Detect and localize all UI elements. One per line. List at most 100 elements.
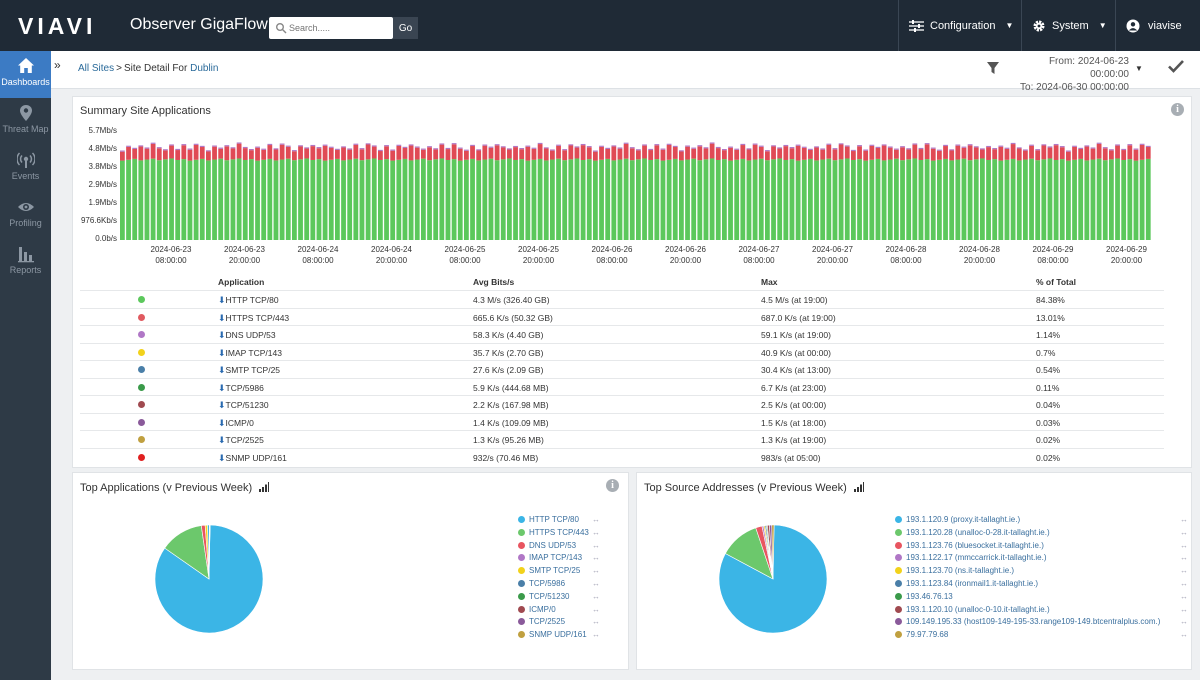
bar-segment[interactable] [697,160,703,240]
bar-segment[interactable] [734,159,740,240]
bar-segment[interactable] [1010,142,1016,145]
bar-segment[interactable] [365,143,371,145]
bar-segment[interactable] [838,143,844,145]
bar-segment[interactable] [605,147,611,149]
bar-segment[interactable] [1078,147,1084,149]
bar-segment[interactable] [328,146,334,148]
bar-segment[interactable] [826,144,832,159]
bar-segment[interactable] [396,159,402,240]
drilldown-arrow-icon[interactable]: ⬇ [218,400,226,410]
bar-segment[interactable] [1139,143,1145,145]
bar-segment[interactable] [132,147,138,149]
legend-item[interactable]: HTTPS TCP/443 [518,528,589,541]
bar-segment[interactable] [537,158,543,240]
bar-segment[interactable] [169,145,174,159]
bar-segment[interactable] [869,159,875,240]
checkmark-icon[interactable] [1168,59,1184,73]
bar-segment[interactable] [519,159,525,240]
bar-segment[interactable] [476,160,482,240]
bar-segment[interactable] [519,149,525,160]
bar-segment[interactable] [574,147,580,159]
bar-segment[interactable] [924,159,930,240]
bar-segment[interactable] [1023,149,1028,151]
bar-segment[interactable] [1053,159,1059,240]
bar-segment[interactable] [666,143,672,145]
bar-segment[interactable] [586,159,592,240]
legend-item[interactable]: IMAP TCP/143 [518,553,582,566]
bar-segment[interactable] [660,148,666,150]
bar-segment[interactable] [1029,158,1034,240]
bar-segment[interactable] [746,149,752,161]
bar-segment[interactable] [249,159,254,240]
bar-segment[interactable] [285,145,291,147]
bar-segment[interactable] [335,149,340,159]
viavi-logo[interactable]: VIAVI [18,14,110,38]
bar-segment[interactable] [789,148,795,160]
bar-segment[interactable] [703,148,709,160]
bar-segment[interactable] [980,149,985,159]
bar-segment[interactable] [1133,160,1139,240]
bar-segment[interactable] [949,149,955,151]
bar-segment[interactable] [740,143,746,146]
bar-segment[interactable] [881,144,887,146]
bar-segment[interactable] [887,147,893,160]
bar-segment[interactable] [765,151,770,161]
bar-segment[interactable] [341,146,346,148]
bar-segment[interactable] [347,149,353,160]
bar-segment[interactable] [728,160,733,240]
bar-segment[interactable] [138,160,144,240]
bar-segment[interactable] [783,144,789,147]
sidebar-item-threat-map[interactable]: Threat Map [0,98,51,145]
bar-segment[interactable] [1084,145,1090,147]
bar-segment[interactable] [709,143,715,159]
compare-arrows-icon[interactable]: ↔ [592,527,600,537]
bar-segment[interactable] [605,158,611,240]
bar-segment[interactable] [199,147,205,159]
bar-segment[interactable] [298,146,303,160]
bar-segment[interactable] [396,145,402,160]
bar-segment[interactable] [279,144,285,160]
application-cell[interactable]: ⬇HTTPS TCP/443 [218,312,290,323]
bar-segment[interactable] [218,147,224,149]
col-application[interactable]: Application [218,277,265,287]
drilldown-arrow-icon[interactable]: ⬇ [218,330,226,340]
bar-segment[interactable] [556,158,561,240]
bar-segment[interactable] [752,143,758,145]
bar-segment[interactable] [943,158,948,240]
bar-segment[interactable] [1053,145,1059,160]
bar-segment[interactable] [298,159,303,240]
bar-segment[interactable] [261,159,267,240]
bar-segment[interactable] [967,144,973,146]
bar-segment[interactable] [789,159,795,240]
sidebar-item-dashboards[interactable]: Dashboards [0,51,51,98]
bar-segment[interactable] [218,158,224,240]
bar-segment[interactable] [1121,148,1127,151]
bar-segment[interactable] [777,148,783,159]
legend-item[interactable]: 193.1.120.9 (proxy.it-tallaght.ie.) [895,515,1020,528]
bar-segment[interactable] [783,159,789,240]
bar-segment[interactable] [322,144,328,146]
bar-segment[interactable] [636,159,641,240]
bar-segment[interactable] [1133,148,1139,150]
bar-segment[interactable] [765,160,770,240]
bar-segment[interactable] [371,158,377,240]
bar-segment[interactable] [279,143,285,145]
sidebar-item-profiling[interactable]: Profiling [0,192,51,239]
bar-segment[interactable] [341,147,346,161]
bar-segment[interactable] [648,150,654,160]
bar-segment[interactable] [316,147,322,149]
bar-segment[interactable] [175,148,181,151]
bar-segment[interactable] [906,159,912,240]
bar-segment[interactable] [507,148,512,150]
table-row[interactable]: ⬇SNMP UDP/161 932/s (70.46 MB) 983/s (at 0… [80,447,1164,466]
bar-segment[interactable] [771,146,776,160]
bar-segment[interactable] [163,149,168,151]
legend-item[interactable]: 193.1.122.17 (mmccarrick.it-tallaght.ie.… [895,553,1047,566]
compare-arrows-icon[interactable]: ↔ [1180,579,1188,588]
bar-segment[interactable] [801,159,807,240]
bar-segment[interactable] [199,158,205,240]
bar-segment[interactable] [918,149,924,160]
breadcrumb-site[interactable]: Dublin [190,63,219,74]
bar-segment[interactable] [838,144,844,160]
bar-segment[interactable] [120,150,125,152]
